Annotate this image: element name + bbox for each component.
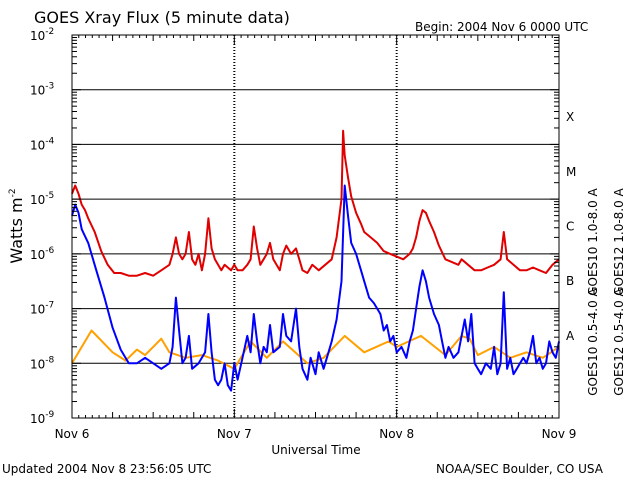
y-tick-label-base: 10: [30, 357, 45, 371]
y-tick-label-exp: -5: [45, 191, 54, 201]
credit-label: NOAA/SEC Boulder, CO USA: [436, 462, 604, 476]
series-line: [71, 129, 560, 277]
x-tick-label: Nov 7: [217, 427, 252, 441]
y-tick-label: 10-8: [30, 355, 55, 371]
series-line: [71, 184, 560, 392]
legend-goes12-long: GOES12 1.0-8.0 A: [612, 187, 626, 295]
y-tick-label-exp: -9: [45, 410, 54, 420]
x-axis-label: Universal Time: [271, 443, 360, 457]
y-tick-label-exp: -8: [45, 355, 54, 365]
y-tick-label: 10-9: [30, 410, 55, 426]
y-axis-label-sup: -2: [8, 188, 18, 197]
y-tick-label-exp: -7: [45, 301, 54, 311]
y-tick-label-base: 10: [30, 138, 45, 152]
chart-title: GOES Xray Flux (5 minute data): [34, 8, 290, 27]
y-tick-label-exp: -6: [45, 246, 54, 256]
y-tick-label: 10-5: [30, 191, 54, 207]
y-tick-label-base: 10: [30, 84, 45, 98]
y-tick-label: 10-6: [30, 246, 55, 262]
y-tick-label-exp: -4: [45, 136, 54, 146]
updated-label: Updated 2004 Nov 8 23:56:05 UTC: [2, 462, 211, 476]
y-tick-label: 10-7: [30, 301, 54, 317]
legend-goes10-long: GOES10 1.0-8.0 A: [586, 187, 600, 295]
y-axis-label: Watts m-2: [7, 188, 26, 263]
flare-class-label: C: [566, 220, 574, 234]
legend-goes10-short: GOES10 0.5-4.0 A: [586, 287, 600, 395]
y-tick-label-exp: -3: [45, 82, 54, 92]
series-line: [71, 329, 560, 370]
y-tick-label: 10-3: [30, 82, 54, 98]
flare-class-label: X: [566, 110, 574, 124]
legend-goes12-short: GOES12 0.5-4.0 A: [612, 287, 626, 395]
y-tick-label-exp: -2: [45, 27, 54, 37]
series-layer: [71, 129, 560, 392]
y-tick-label-base: 10: [30, 412, 45, 426]
y-tick-label-base: 10: [30, 248, 45, 262]
y-tick-label: 10-4: [30, 136, 55, 152]
y-axis-label-base: Watts m: [7, 197, 26, 263]
x-tick-label: Nov 6: [55, 427, 90, 441]
x-tick-label: Nov 8: [379, 427, 414, 441]
y-tick-label: 10-2: [30, 27, 54, 43]
begin-label: Begin: 2004 Nov 6 0000 UTC: [415, 20, 588, 34]
grid-layer: [72, 35, 559, 418]
x-tick-label: Nov 9: [542, 427, 577, 441]
flare-class-label: M: [566, 165, 576, 179]
y-tick-label-base: 10: [30, 193, 45, 207]
flare-class-layer: A B C M X: [566, 110, 576, 343]
flare-class-label: B: [566, 274, 574, 288]
y-tick-label-base: 10: [30, 29, 45, 43]
flare-class-label: A: [566, 329, 575, 343]
y-tick-label-base: 10: [30, 303, 45, 317]
